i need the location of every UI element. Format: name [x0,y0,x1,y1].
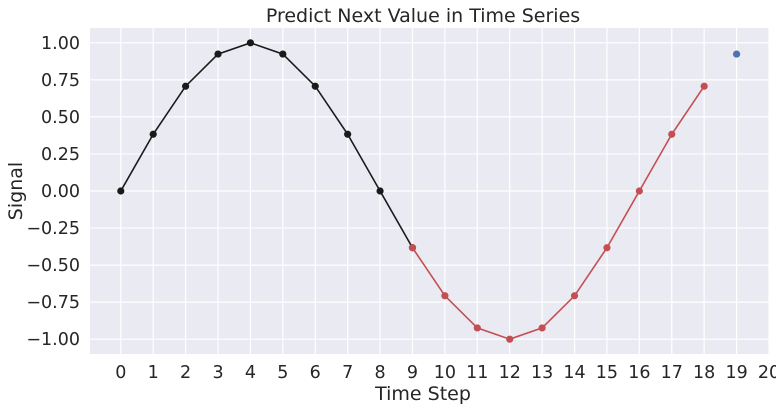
data-point [214,50,222,58]
x-tick-label: 0 [115,363,126,383]
y-tick-label: −0.75 [26,293,80,313]
data-point [635,187,643,195]
x-tick-label: 5 [277,363,288,383]
y-tick-labels: 1.00 0.75 0.50 0.25 0.00 −0.25 −0.50 −0.75 −1.00 [26,34,80,350]
data-point [149,130,157,138]
y-tick-label: −0.50 [26,256,80,276]
y-tick-label: 1.00 [41,34,80,54]
x-tick-label: 10 [434,363,456,383]
data-point [117,187,125,195]
x-tick-label: 12 [499,363,521,383]
x-tick-label: 11 [466,363,488,383]
data-point [700,82,708,90]
y-tick-label: 0.75 [41,71,80,91]
y-tick-label: 0.00 [41,182,80,202]
data-point [344,130,352,138]
x-tick-label: 15 [596,363,618,383]
x-tick-label: 16 [628,363,650,383]
x-tick-label: 2 [180,363,191,383]
x-tick-label: 18 [693,363,715,383]
series-1 [408,82,708,343]
x-tick-label: 3 [212,363,223,383]
y-tick-label: −0.25 [26,219,80,239]
x-tick-label: 1 [148,363,159,383]
series-2 [732,50,741,58]
x-tick-label: 7 [342,363,353,383]
data-point [311,82,319,90]
data-point [279,50,287,58]
series-line [411,85,705,341]
grid-lines [90,28,770,354]
data-point [376,187,384,195]
data-point [408,244,417,252]
x-tick-label: 8 [375,363,386,383]
y-tick-label: −1.00 [26,330,80,350]
y-tick-label: 0.50 [41,108,80,128]
data-point [441,292,449,300]
x-tick-label: 9 [407,363,418,383]
y-tick-label: 0.25 [41,145,80,165]
data-point [182,82,190,90]
x-tick-label: 13 [531,363,553,383]
series-line [120,41,414,249]
chart-title: Predict Next Value in Time Series [266,5,580,27]
x-tick-label: 17 [661,363,683,383]
data-point [668,130,676,138]
x-tick-label: 19 [725,363,747,383]
x-tick-labels: 0 1 2 3 4 5 6 7 8 9 10 11 12 13 14 15 16 17 18 19 20 [115,363,776,383]
x-tick-label: 6 [310,363,321,383]
x-tick-label: 4 [245,363,256,383]
x-axis-label: Time Step [374,383,471,405]
x-tick-label: 20 [758,363,776,383]
data-point [603,244,611,252]
data-point [473,324,481,332]
x-tick-label: 14 [563,363,585,383]
data-point [570,292,579,300]
data-point [732,50,741,58]
data-point [538,324,546,332]
y-axis-label: Signal [5,162,27,220]
data-point [506,335,514,343]
data-point [246,39,255,47]
